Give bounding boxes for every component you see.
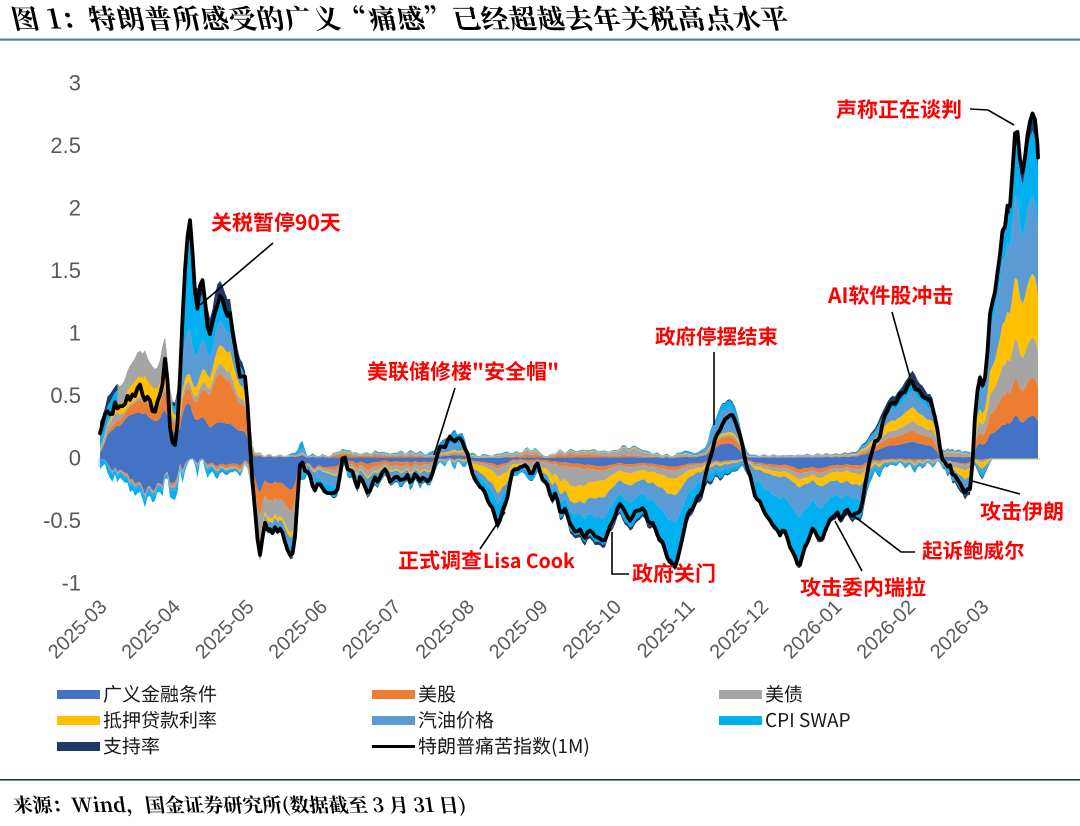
svg-text:-1: -1 bbox=[61, 571, 81, 596]
svg-text:1: 1 bbox=[69, 321, 81, 346]
svg-text:-0.5: -0.5 bbox=[43, 508, 81, 533]
svg-text:0.5: 0.5 bbox=[50, 383, 81, 408]
svg-text:2: 2 bbox=[69, 196, 81, 221]
svg-text:1.5: 1.5 bbox=[50, 258, 81, 283]
svg-text:2.5: 2.5 bbox=[50, 133, 81, 158]
svg-text:0: 0 bbox=[69, 446, 81, 471]
svg-text:3: 3 bbox=[69, 71, 81, 96]
